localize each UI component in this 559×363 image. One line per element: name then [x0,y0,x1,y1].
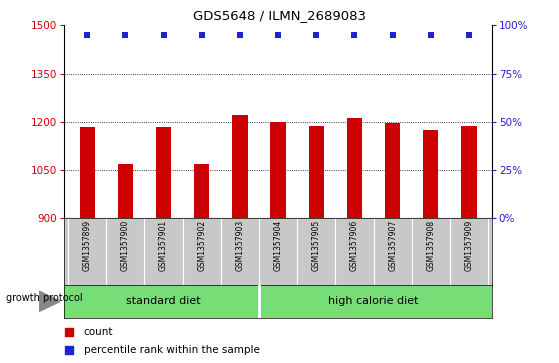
Bar [156,127,171,218]
Text: GSM1357909: GSM1357909 [465,220,473,271]
Point [350,32,359,38]
Bar [118,164,133,218]
Point [235,32,244,38]
Bar [309,126,324,218]
Point [273,32,282,38]
Bar [461,126,477,218]
Point [465,32,473,38]
Bar [194,164,210,218]
Text: GSM1357908: GSM1357908 [427,220,435,271]
Bar [347,118,362,218]
Polygon shape [39,291,60,311]
Point [83,32,92,38]
Text: GDS5648 / ILMN_2689083: GDS5648 / ILMN_2689083 [193,9,366,22]
Bar [271,122,286,218]
Text: GSM1357903: GSM1357903 [235,220,244,271]
Bar [423,130,438,218]
Text: count: count [83,327,113,337]
Point [159,32,168,38]
Text: growth protocol: growth protocol [6,293,82,303]
Text: GSM1357904: GSM1357904 [273,220,283,271]
Text: standard diet: standard diet [126,296,201,306]
Point [427,32,435,38]
Text: GSM1357906: GSM1357906 [350,220,359,271]
Text: GSM1357901: GSM1357901 [159,220,168,271]
Point [312,32,321,38]
Text: percentile rank within the sample: percentile rank within the sample [83,345,259,355]
Text: GSM1357902: GSM1357902 [197,220,206,271]
Bar [233,115,248,218]
Text: high calorie diet: high calorie diet [328,296,419,306]
Point [197,32,206,38]
Bar [79,127,95,218]
Point [64,329,73,335]
Bar [385,123,400,218]
Point [121,32,130,38]
Text: GSM1357907: GSM1357907 [388,220,397,271]
Text: GSM1357905: GSM1357905 [312,220,321,271]
Text: GSM1357900: GSM1357900 [121,220,130,271]
Point [388,32,397,38]
Point [64,347,73,353]
Text: GSM1357899: GSM1357899 [83,220,92,271]
